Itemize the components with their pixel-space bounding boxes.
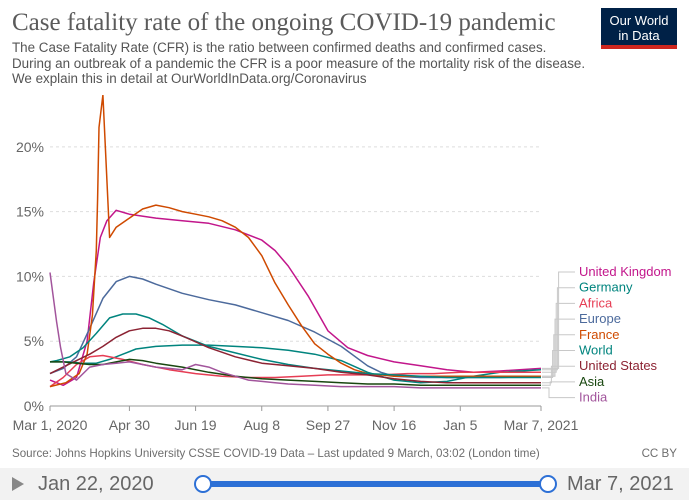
legend-connector [542,271,575,369]
series-line-europe [49,275,542,379]
logo-line-2: in Data [618,28,660,43]
play-icon[interactable] [12,477,24,491]
y-tick-label: 5% [24,333,44,349]
source-note[interactable]: Source: Johns Hopkins University CSSE CO… [12,447,540,460]
y-tick-label: 10% [16,268,44,284]
legend-label[interactable]: France [579,327,619,342]
timeline-bar: Jan 22, 2020 Mar 7, 2021 [0,468,689,500]
timeline-end-label: Mar 7, 2021 [567,473,674,495]
timeline-end-handle[interactable] [539,475,557,493]
y-tick-label: 15% [16,204,44,220]
legend-connector [542,387,575,399]
x-tick-label: Jan 5 [443,417,477,433]
legend-connector [542,365,575,384]
legend-label[interactable]: Europe [579,311,621,326]
timeline-start-label: Jan 22, 2020 [38,473,154,495]
legend-connector [542,350,575,378]
y-tick-label: 0% [24,398,44,414]
timeline-slider-track[interactable] [204,481,548,487]
timeline-start-handle[interactable] [194,475,212,493]
x-tick-label: Nov 16 [372,417,417,433]
legend-label[interactable]: Germany [579,280,633,295]
chart-title: Case fatality rate of the ongoing COVID-… [12,9,556,36]
legend-label[interactable]: Asia [579,374,605,389]
legend-label[interactable]: United States [579,358,658,373]
logo-line-1: Our World [609,13,669,28]
legend-connector [542,334,575,377]
line-chart[interactable]: 0% 5% 10% 15% 20% Mar 1, 2020 Apr 30 Jun 19 Aug … [0,95,689,440]
legend-connector [542,381,575,386]
series-line-united-states [49,327,541,384]
legend-label[interactable]: World [579,343,613,358]
legend-connector [542,302,575,373]
x-tick-label: Mar 1, 2020 [13,417,88,433]
series-line-world [49,313,541,379]
x-tick-label: Jun 19 [175,417,217,433]
series-line-india [49,272,541,389]
logo-accent-bar [601,45,677,49]
legend-label[interactable]: Africa [579,295,613,310]
x-tick-label: Apr 30 [109,417,150,433]
legend-label[interactable]: United Kingdom [579,264,672,279]
legend-label[interactable]: India [579,390,608,405]
series-line-france [49,95,541,388]
x-tick-label: Aug 8 [243,417,280,433]
x-tick-label: Sep 27 [306,417,351,433]
legend-connector [542,287,575,371]
chart-subtitle: The Case Fatality Rate (CFR) is the rati… [12,40,586,86]
series-line-africa [49,354,541,388]
owid-logo[interactable]: Our World in Data [601,8,677,49]
x-tick-label: Mar 7, 2021 [504,417,579,433]
y-tick-label: 20% [16,139,44,155]
license-label[interactable]: CC BY [641,447,677,460]
